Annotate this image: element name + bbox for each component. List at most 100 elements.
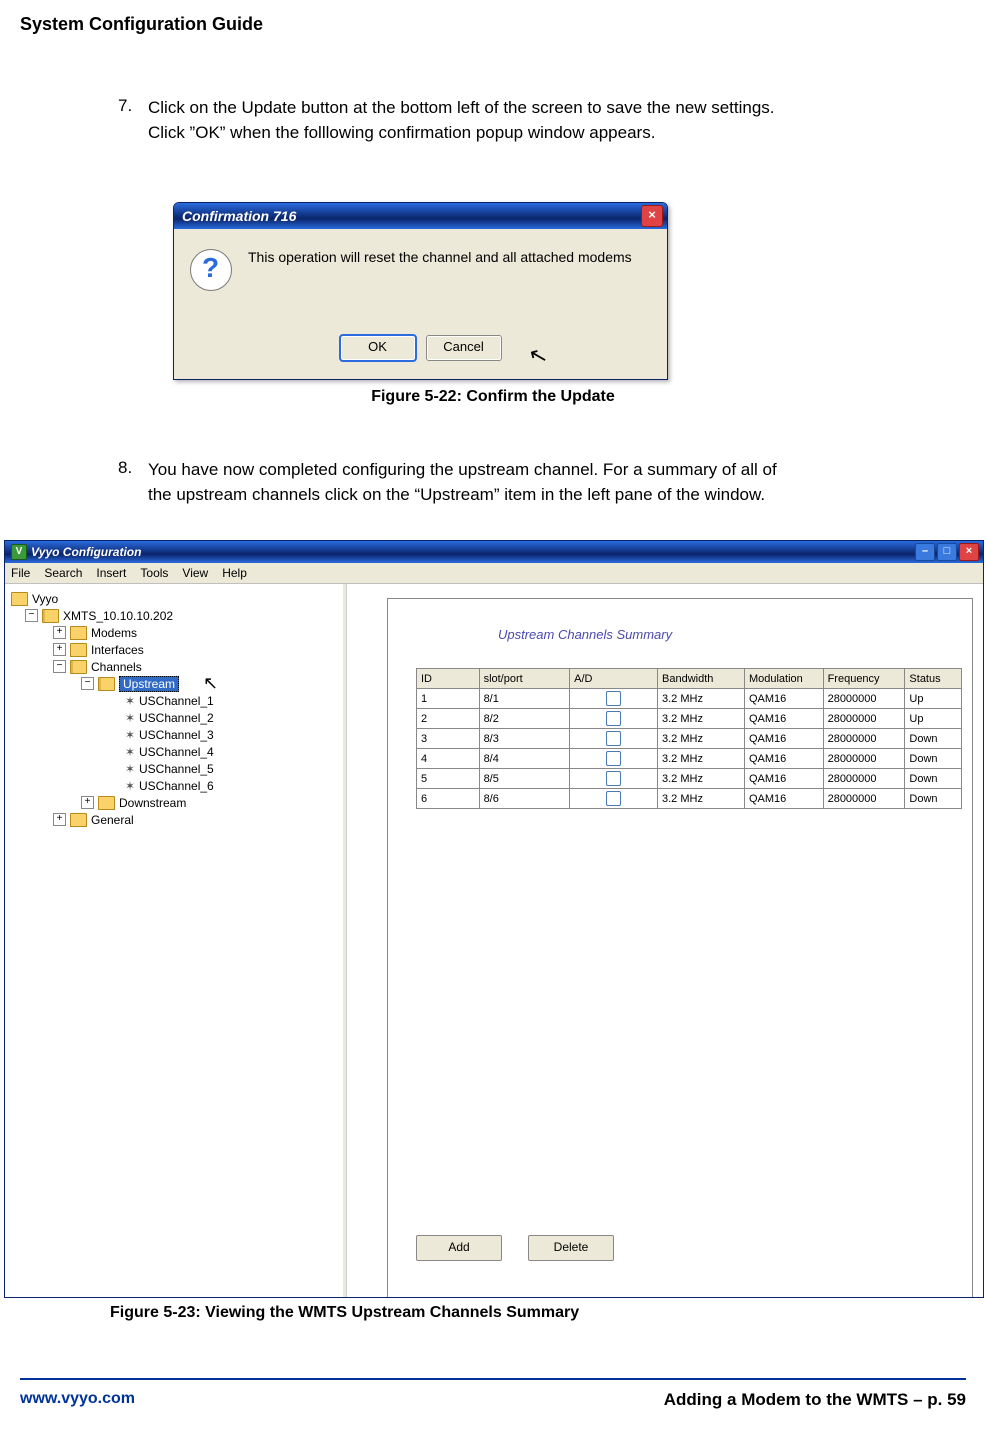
menu-help[interactable]: Help <box>222 566 247 580</box>
footer-url: www.vyyo.com <box>20 1390 135 1408</box>
expand-icon[interactable]: + <box>81 796 94 809</box>
tree-xmts[interactable]: − XMTS_10.10.10.202 <box>9 607 339 624</box>
table-row[interactable]: 18/13.2 MHzQAM1628000000Up <box>417 689 962 709</box>
collapse-icon[interactable]: − <box>53 660 66 673</box>
table-row[interactable]: 48/43.2 MHzQAM1628000000Down <box>417 749 962 769</box>
content-panel: Upstream Channels Summary ID slot/port A… <box>387 598 973 1297</box>
menu-search[interactable]: Search <box>44 566 82 580</box>
cell-modulation: QAM16 <box>744 749 823 769</box>
folder-open-icon <box>42 609 59 623</box>
tree-uschannel-4[interactable]: ✶USChannel_4 <box>9 743 339 760</box>
question-icon <box>190 249 232 291</box>
col-slot[interactable]: slot/port <box>479 669 570 689</box>
step7-number: 7. <box>118 96 132 116</box>
folder-open-icon <box>70 660 87 674</box>
vyyo-config-window: V Vyyo Configuration – □ × File Search I… <box>4 540 984 1298</box>
expand-icon[interactable]: + <box>53 643 66 656</box>
menu-file[interactable]: File <box>11 566 30 580</box>
table-row[interactable]: 58/53.2 MHzQAM1628000000Down <box>417 769 962 789</box>
tree-root-label: Vyyo <box>32 592 58 606</box>
cell-ad <box>570 789 658 809</box>
tree-general[interactable]: + General <box>9 811 339 828</box>
tree-root[interactable]: Vyyo <box>9 590 339 607</box>
cell-slot: 8/6 <box>479 789 570 809</box>
tree-general-label: General <box>91 813 134 827</box>
collapse-icon[interactable]: − <box>25 609 38 622</box>
dialog-titlebar: Confirmation 716 × <box>174 203 667 229</box>
tree-uschannel-3[interactable]: ✶USChannel_3 <box>9 726 339 743</box>
ok-button[interactable]: OK <box>340 335 416 361</box>
checkbox-icon[interactable] <box>606 711 621 726</box>
tree-uschannel-2-label: USChannel_2 <box>139 711 214 725</box>
figure-22-caption: Figure 5-22: Confirm the Update <box>0 388 986 406</box>
step7-text: Click on the Update button at the bottom… <box>148 96 796 145</box>
step8-number: 8. <box>118 458 132 478</box>
cell-frequency: 28000000 <box>823 729 905 749</box>
tree-downstream[interactable]: +Downstream <box>9 794 339 811</box>
table-row[interactable]: 38/33.2 MHzQAM1628000000Down <box>417 729 962 749</box>
step8-text: You have now completed configuring the u… <box>148 458 796 507</box>
menu-tools[interactable]: Tools <box>140 566 168 580</box>
col-status[interactable]: Status <box>905 669 962 689</box>
cell-frequency: 28000000 <box>823 709 905 729</box>
checkbox-icon[interactable] <box>606 691 621 706</box>
tree-xmts-label: XMTS_10.10.10.202 <box>63 609 173 623</box>
add-button[interactable]: Add <box>416 1235 502 1261</box>
col-ad[interactable]: A/D <box>570 669 658 689</box>
close-icon[interactable]: × <box>959 543 979 561</box>
col-frequency[interactable]: Frequency <box>823 669 905 689</box>
cell-status: Up <box>905 689 962 709</box>
tree-channels[interactable]: −Channels <box>9 658 339 675</box>
col-bandwidth[interactable]: Bandwidth <box>658 669 745 689</box>
cursor-icon: ↖ <box>203 673 218 694</box>
maximize-icon[interactable]: □ <box>937 543 957 561</box>
col-id[interactable]: ID <box>417 669 480 689</box>
delete-button[interactable]: Delete <box>528 1235 614 1261</box>
cell-modulation: QAM16 <box>744 689 823 709</box>
cell-status: Down <box>905 789 962 809</box>
leaf-icon: ✶ <box>125 697 133 705</box>
tree-upstream-label: Upstream <box>119 676 179 692</box>
menubar: File Search Insert Tools View Help <box>5 563 983 584</box>
cell-ad <box>570 749 658 769</box>
cell-slot: 8/4 <box>479 749 570 769</box>
expand-icon[interactable]: + <box>53 626 66 639</box>
cell-id: 4 <box>417 749 480 769</box>
table-row[interactable]: 28/23.2 MHzQAM1628000000Up <box>417 709 962 729</box>
checkbox-icon[interactable] <box>606 731 621 746</box>
figure-23-caption: Figure 5-23: Viewing the WMTS Upstream C… <box>110 1304 876 1322</box>
leaf-icon: ✶ <box>125 731 133 739</box>
leaf-icon: ✶ <box>125 714 133 722</box>
expand-icon[interactable]: + <box>53 813 66 826</box>
page-title: System Configuration Guide <box>20 14 263 35</box>
dialog-message: This operation will reset the channel an… <box>248 249 632 265</box>
tree-uschannel-6-label: USChannel_6 <box>139 779 214 793</box>
tree-uschannel-1[interactable]: ✶USChannel_1 <box>9 692 339 709</box>
cell-slot: 8/3 <box>479 729 570 749</box>
cell-bandwidth: 3.2 MHz <box>658 749 745 769</box>
table-row[interactable]: 68/63.2 MHzQAM1628000000Down <box>417 789 962 809</box>
cell-ad <box>570 729 658 749</box>
folder-icon <box>70 626 87 640</box>
menu-insert[interactable]: Insert <box>96 566 126 580</box>
tree-uschannel-2[interactable]: ✶ USChannel_2 <box>9 709 339 726</box>
tree-upstream[interactable]: − Upstream ↖ <box>9 675 339 692</box>
cell-ad <box>570 689 658 709</box>
tree-interfaces[interactable]: +Interfaces <box>9 641 339 658</box>
dialog-button-row: OK Cancel <box>174 335 667 371</box>
cancel-button[interactable]: Cancel <box>426 335 502 361</box>
minimize-icon[interactable]: – <box>915 543 935 561</box>
tree-uschannel-6[interactable]: ✶USChannel_6 <box>9 777 339 794</box>
summary-title: Upstream Channels Summary <box>498 627 972 642</box>
checkbox-icon[interactable] <box>606 771 621 786</box>
checkbox-icon[interactable] <box>606 791 621 806</box>
tree-modems[interactable]: +Modems <box>9 624 339 641</box>
tree-uschannel-5[interactable]: ✶USChannel_5 <box>9 760 339 777</box>
checkbox-icon[interactable] <box>606 751 621 766</box>
close-icon[interactable]: × <box>641 205 663 227</box>
col-modulation[interactable]: Modulation <box>744 669 823 689</box>
cell-bandwidth: 3.2 MHz <box>658 709 745 729</box>
folder-icon <box>70 813 87 827</box>
menu-view[interactable]: View <box>182 566 208 580</box>
collapse-icon[interactable]: − <box>81 677 94 690</box>
